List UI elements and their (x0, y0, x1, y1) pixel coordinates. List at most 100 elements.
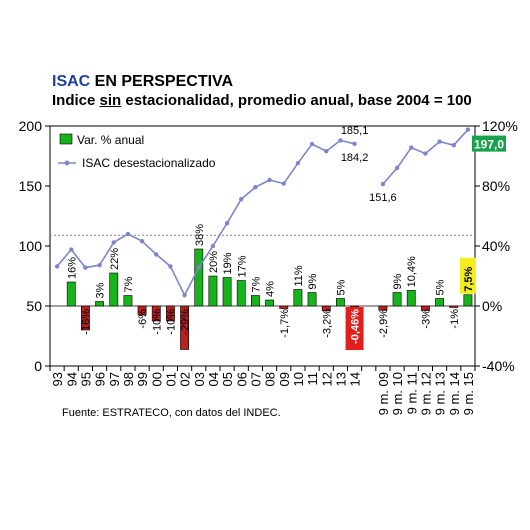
line-point (295, 161, 301, 166)
line-point (267, 177, 272, 183)
line-point (281, 181, 286, 186)
bar (378, 305, 388, 311)
end-value-badge (472, 135, 506, 152)
x-axis-category-label: 97 (107, 372, 122, 386)
line-point (154, 252, 159, 257)
bar (279, 305, 289, 309)
left-axis-tick-label: 200 (19, 118, 43, 134)
x-axis-category-label: 10 (291, 372, 306, 386)
chart-subtitle: Indice sin estacionalidad, promedio anua… (52, 92, 472, 109)
bar (137, 305, 147, 316)
line-point (309, 141, 315, 147)
right-axis-tick-label: -40% (482, 358, 515, 374)
bar-value-label: 5% (335, 279, 347, 295)
bar (166, 305, 175, 322)
bar (307, 292, 317, 307)
chart-title: ISAC EN PERSPECTIVA (52, 73, 233, 91)
line-point (465, 127, 471, 132)
bar (449, 305, 459, 308)
x-axis-category-label: 04 (206, 372, 221, 386)
x-axis-category-label: 9 m. 10 (390, 372, 405, 415)
bar-value-label: 17% (236, 255, 248, 277)
line-point (97, 263, 102, 268)
line-point (182, 293, 187, 298)
bar (95, 301, 104, 307)
line-point (324, 149, 329, 154)
bar (81, 305, 90, 331)
x-axis-category-label: 12 (319, 372, 334, 386)
line-point (168, 264, 173, 269)
bar-value-label: 22% (109, 248, 121, 270)
line-point (210, 243, 216, 249)
x-axis-category-label: 07 (248, 372, 263, 386)
bar-value-label: 19% (222, 252, 234, 274)
x-axis-category-label: 98 (121, 372, 136, 386)
x-axis-category-label: 9 m. 12 (418, 372, 433, 415)
bar-value-label: -10% (165, 309, 177, 335)
line-point (437, 139, 442, 144)
line-point (394, 165, 400, 171)
x-axis-category-label: 93 (50, 372, 65, 386)
title-prefix: ISAC (52, 73, 91, 90)
bar (123, 295, 133, 307)
line-point (139, 239, 145, 244)
legend-swatch-bar (59, 133, 73, 145)
bar-value-label: -3,2% (321, 309, 333, 338)
line-point (196, 265, 201, 270)
line-point (111, 240, 116, 245)
line-point (83, 265, 88, 270)
line-series (382, 129, 469, 185)
x-axis-category-label: 9 m. 09 (376, 372, 391, 415)
bar (463, 294, 473, 307)
x-axis-category-label: 14 (348, 372, 363, 386)
bar-value-label: -0,46% (350, 309, 362, 344)
bar-value-label: 10,4% (406, 256, 418, 287)
line-point (423, 151, 428, 156)
x-axis-category-label: 95 (78, 372, 93, 386)
x-axis-category-label: 11 (305, 372, 320, 386)
bar-value-label: -10% (151, 309, 163, 335)
bar (251, 295, 260, 307)
bar (435, 298, 444, 307)
x-axis-category-label: 9 m. 13 (433, 372, 448, 415)
bar (236, 280, 246, 307)
line-point (380, 181, 386, 187)
x-axis-category-label: 96 (93, 372, 108, 386)
legend-swatch-marker (64, 160, 70, 166)
bar (208, 275, 218, 307)
line-annotation: 185,1 (341, 125, 369, 137)
x-axis-category-label: 00 (149, 372, 164, 386)
bar-value-label: 38% (194, 224, 206, 246)
bar (321, 305, 331, 312)
right-axis-tick-label: 40% (482, 238, 510, 254)
bar (222, 277, 232, 307)
bar-value-label: -2,9% (378, 309, 390, 338)
x-axis-category-label: 06 (234, 372, 249, 386)
line-annotation: 184,2 (341, 152, 369, 164)
bar (265, 299, 274, 307)
bar-value-label: 7% (250, 276, 262, 292)
bar (293, 289, 303, 307)
left-axis-tick-label: 0 (34, 358, 42, 374)
x-axis-category-label: 08 (263, 372, 278, 386)
line-point (224, 221, 230, 226)
bar (151, 305, 161, 322)
x-axis-category-label: 94 (64, 372, 79, 386)
x-axis-category-label: 9 m. 14 (447, 372, 462, 415)
right-axis-tick-label: 120% (482, 118, 518, 134)
bar (392, 292, 402, 307)
line-point (125, 231, 131, 237)
bar-value-label: -16% (80, 309, 92, 335)
bar-value-label: -1,7% (279, 309, 291, 338)
bar-value-label: -6% (137, 309, 149, 329)
bar-label-highlight (345, 307, 364, 350)
bar-value-label: -1% (449, 309, 461, 329)
bar-label-highlight (459, 257, 476, 294)
source-note: Fuente: ESTRATECO, con datos del INDEC. (62, 407, 281, 419)
bar (180, 305, 189, 350)
line-point (239, 197, 244, 202)
bar-value-label: 5% (435, 279, 447, 295)
subtitle-underlined: sin (99, 92, 122, 109)
x-axis-category-label: 05 (220, 372, 235, 386)
